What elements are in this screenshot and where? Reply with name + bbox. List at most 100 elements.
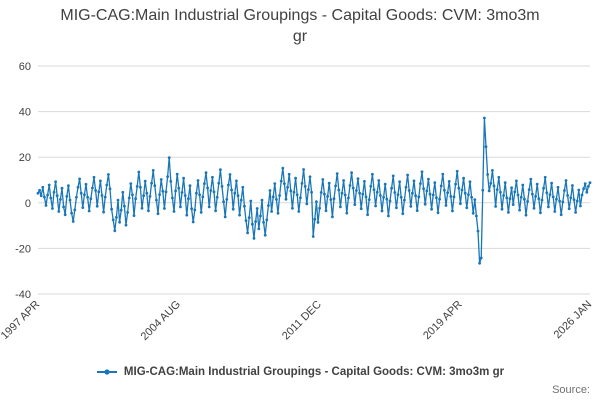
series-point: [300, 182, 304, 185]
series-point: [89, 197, 93, 201]
series-point: [427, 177, 430, 181]
series-point: [507, 211, 510, 214]
series-point: [495, 188, 499, 192]
series-point: [523, 197, 526, 201]
series-point: [350, 171, 353, 175]
series-point: [326, 195, 329, 198]
series-point: [100, 194, 104, 197]
series-point: [108, 187, 112, 191]
series-point: [473, 198, 477, 202]
series-point: [566, 194, 569, 197]
series-point: [166, 175, 170, 178]
series-point: [164, 190, 168, 194]
series-point: [87, 209, 91, 213]
series-point: [348, 184, 352, 187]
series-point: [129, 182, 133, 186]
series-point: [361, 192, 365, 196]
series-point: [363, 180, 366, 183]
series-point: [92, 175, 96, 179]
series-point: [327, 181, 331, 185]
legend-dot: [104, 369, 110, 375]
series-point: [111, 218, 115, 222]
series-point: [425, 189, 429, 193]
series-point: [561, 200, 565, 204]
series-point: [339, 205, 342, 209]
series-point: [436, 211, 440, 215]
series-point: [481, 188, 485, 192]
series-point: [167, 156, 171, 160]
series-point: [68, 198, 72, 202]
series-point: [59, 198, 62, 201]
series-point: [252, 237, 256, 240]
series-point: [231, 207, 235, 211]
series-point: [377, 179, 381, 182]
series-point: [127, 196, 131, 200]
series-point: [254, 220, 257, 223]
series-point: [44, 204, 48, 207]
series-point: [545, 191, 549, 195]
series-point: [78, 177, 81, 181]
series-point: [41, 185, 45, 189]
series-point: [444, 204, 448, 207]
series-point: [243, 204, 246, 208]
series-point: [156, 212, 160, 216]
series-point: [219, 168, 222, 172]
series-point: [259, 214, 262, 218]
series-point: [275, 198, 278, 201]
series-point: [123, 204, 126, 208]
chart-title: MIG-CAG:Main Industrial Groupings - Capi…: [60, 7, 540, 45]
series-point: [310, 190, 313, 194]
series-point: [105, 183, 109, 187]
series-point: [401, 212, 405, 216]
series-point: [529, 177, 533, 181]
series-point: [367, 198, 371, 202]
series-point: [462, 176, 465, 180]
series-point: [65, 195, 69, 198]
series-point: [119, 208, 123, 212]
series-point: [539, 211, 542, 215]
series-point: [428, 192, 432, 196]
series-point: [559, 213, 563, 217]
series-point: [279, 179, 283, 183]
series-point: [430, 207, 433, 211]
series-point: [95, 204, 99, 208]
series-point: [543, 175, 547, 179]
series-point: [209, 189, 213, 192]
series-point: [263, 233, 267, 237]
series-point: [307, 188, 310, 192]
series-point: [303, 185, 307, 188]
series-point: [188, 184, 192, 188]
series-point: [534, 195, 537, 198]
series-point: [267, 204, 270, 207]
series-point: [76, 185, 80, 189]
series-point: [70, 211, 73, 215]
series-point: [521, 183, 525, 187]
series-point: [535, 182, 539, 186]
series-point: [241, 185, 245, 189]
series-point: [51, 207, 54, 210]
x-tick-label: 2026 JAN: [552, 298, 595, 341]
series-point: [36, 191, 40, 195]
series-point: [145, 191, 149, 195]
series-point: [527, 188, 531, 192]
y-tick-label: -20: [15, 243, 31, 255]
series-point: [126, 211, 129, 214]
series-point: [102, 210, 105, 214]
series-point: [555, 197, 558, 201]
series-point: [491, 169, 494, 172]
series-point: [500, 207, 504, 211]
series-point: [52, 190, 56, 194]
series-point: [311, 235, 315, 238]
series-point: [331, 215, 334, 219]
series-point: [582, 187, 585, 191]
series-point: [107, 173, 110, 176]
series-point: [412, 179, 416, 183]
series-point: [233, 191, 237, 195]
x-tick-label: 2019 APR: [421, 298, 465, 342]
series-point: [278, 194, 281, 197]
series-point: [268, 189, 272, 192]
legend-item[interactable]: MIG-CAG:Main Industrial Groupings - Capi…: [0, 366, 600, 378]
series-point: [131, 193, 134, 197]
series-point: [407, 189, 411, 192]
series-point: [116, 198, 120, 202]
